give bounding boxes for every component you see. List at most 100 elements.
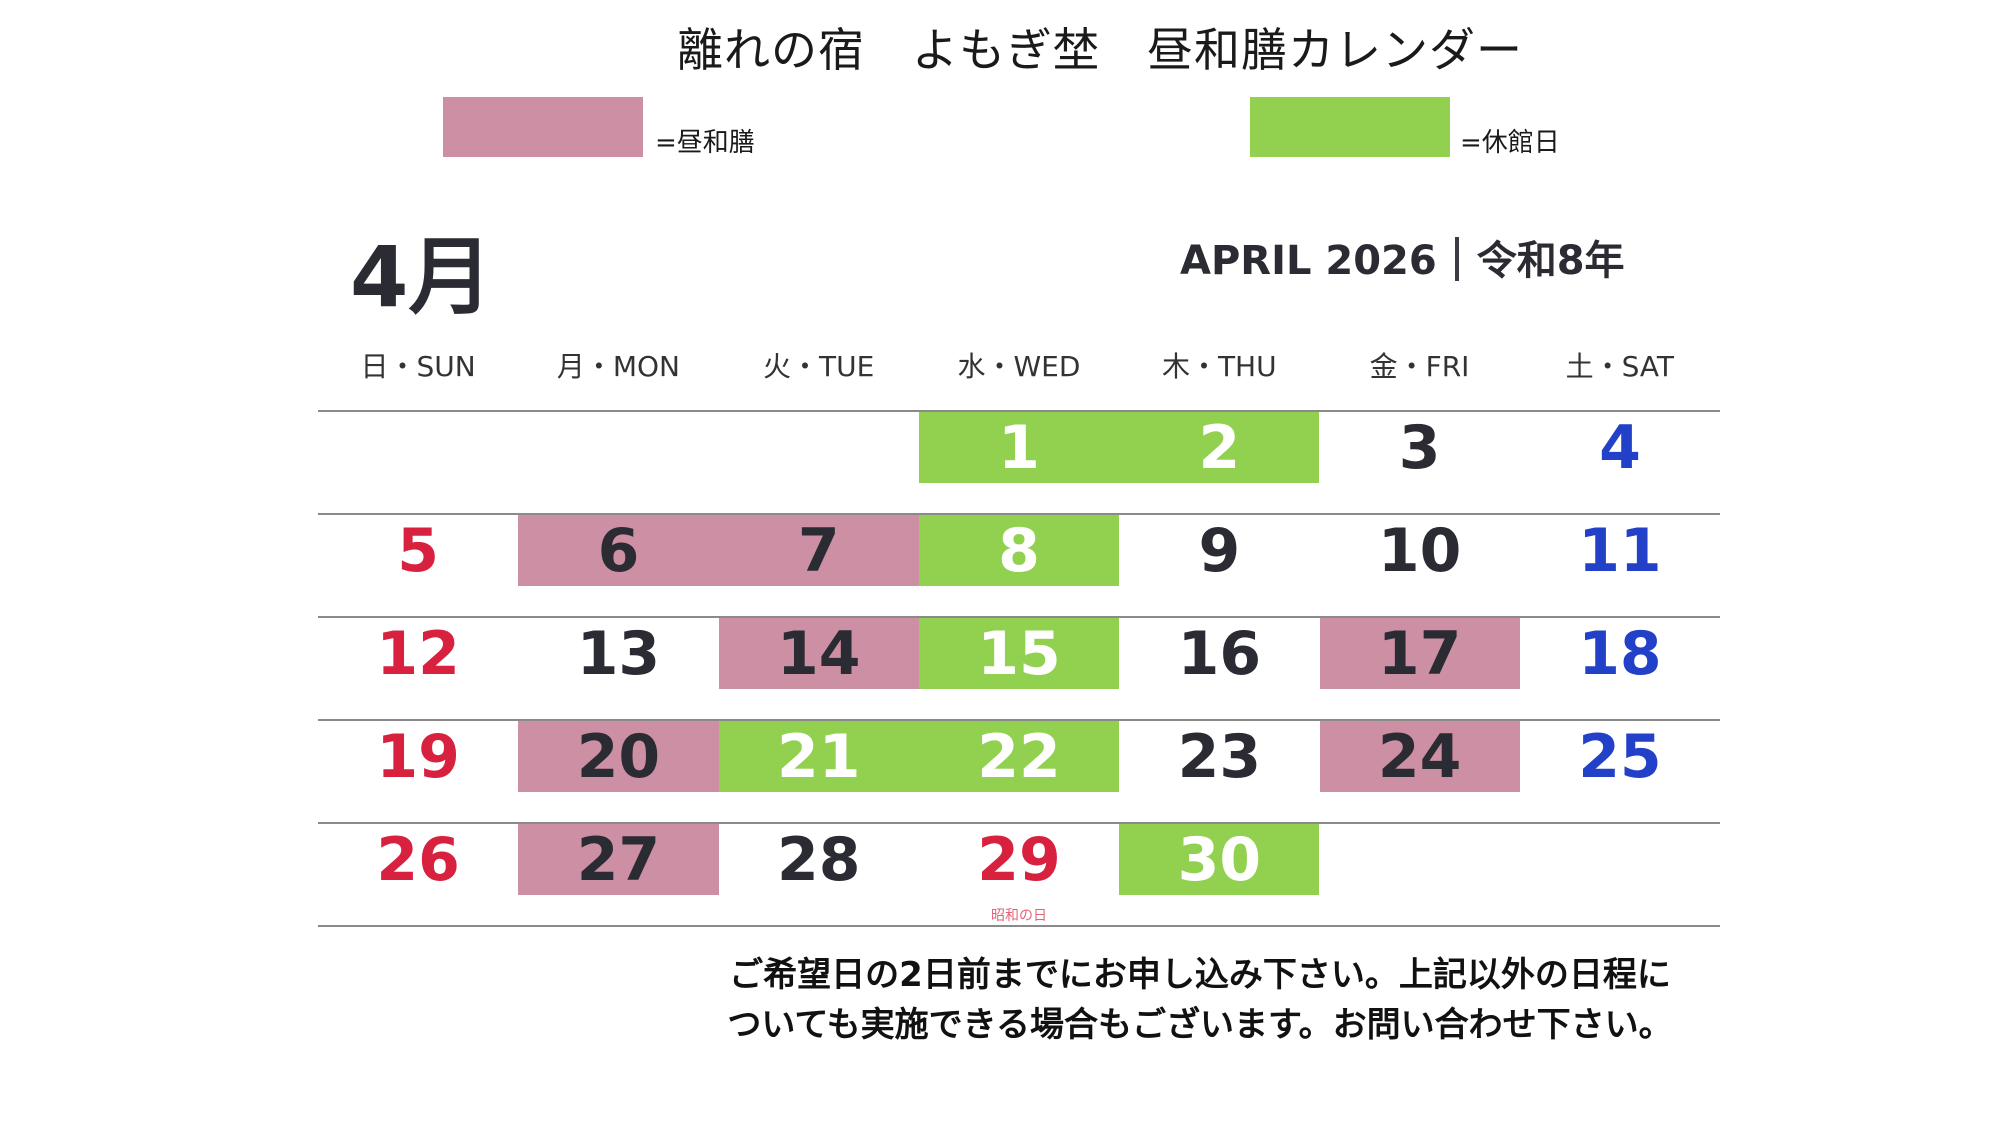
day-number: 28 <box>776 825 861 895</box>
weekday-thu: 木・THU <box>1161 350 1277 383</box>
day-cell-7: 7 <box>718 514 919 617</box>
day-cell-24: 24 <box>1319 720 1520 823</box>
lunch-highlight <box>1319 721 1520 792</box>
day-cell-16: 16 <box>1119 617 1319 720</box>
day-number: 10 <box>1377 516 1462 586</box>
day-number: 23 <box>1177 722 1262 792</box>
lunch-highlight <box>718 515 919 586</box>
month-subheading: APRIL 2026 令和8年 <box>1180 228 1625 286</box>
day-number: 2 <box>1198 413 1241 483</box>
lunch-highlight <box>1319 618 1520 689</box>
day-number: 16 <box>1177 619 1262 689</box>
day-number: 6 <box>597 516 640 586</box>
day-number: 8 <box>998 516 1040 586</box>
weekday-fri: 金・FRI <box>1369 350 1470 383</box>
day-cell-17: 17 <box>1319 617 1520 720</box>
day-number: 4 <box>1599 413 1641 483</box>
day-number: 21 <box>776 722 861 792</box>
legend-closed-label: =休館日 <box>1460 128 1560 158</box>
day-number: 22 <box>977 722 1061 792</box>
row-divider <box>318 513 1720 515</box>
day-cell-18: 18 <box>1520 617 1720 720</box>
day-cell-5: 5 <box>318 514 518 617</box>
day-number: 25 <box>1578 722 1662 792</box>
day-number: 3 <box>1398 413 1441 483</box>
weekday-header-row: 日・SUN 月・MON 火・TUE 水・WED 木・THU 金・FRI 土・SA… <box>318 345 1720 385</box>
day-cell-27: 27 <box>518 823 719 926</box>
lunch-highlight <box>518 721 719 792</box>
day-number: 14 <box>776 619 861 689</box>
day-cell-11: 11 <box>1520 514 1720 617</box>
day-cell-9: 9 <box>1119 514 1319 617</box>
row-divider <box>318 822 1720 824</box>
row-divider <box>318 925 1720 927</box>
day-number: 13 <box>576 619 661 689</box>
day-cell-14: 14 <box>718 617 919 720</box>
day-number: 24 <box>1377 722 1462 792</box>
weekday-mon: 月・MON <box>556 350 680 383</box>
day-number: 19 <box>376 722 460 792</box>
day-number: 9 <box>1198 516 1241 586</box>
day-number: 30 <box>1177 825 1262 895</box>
month-english: APRIL 2026 <box>1180 238 1437 284</box>
calendar-title: 離れの宿 よもぎ埜 昼和膳カレンダー <box>677 23 1523 77</box>
closed-highlight <box>718 721 919 792</box>
row-divider <box>318 719 1720 721</box>
day-cell-25: 25 <box>1520 720 1720 823</box>
day-number: 5 <box>397 516 440 586</box>
day-cell-8: 8 <box>918 514 1120 617</box>
day-cell-4: 4 <box>1520 411 1720 514</box>
day-cell-21: 21 <box>718 720 919 823</box>
day-number: 12 <box>376 619 460 689</box>
closed-highlight <box>918 618 1120 689</box>
day-number: 18 <box>1578 619 1662 689</box>
footer-note: ご希望日の2日前までにお申し込み下さい。上記以外の日程に ついても実施できる場合… <box>700 950 1700 1050</box>
lunch-highlight <box>518 515 719 586</box>
day-number: 1 <box>998 413 1040 483</box>
month-heading: 4月 <box>350 228 493 326</box>
weekday-sat: 土・SAT <box>1565 350 1675 383</box>
day-cell-22: 22 <box>918 720 1120 823</box>
legend-closed-swatch <box>1250 97 1450 157</box>
legend-lunch-swatch <box>443 97 643 157</box>
day-cell-1: 1 <box>918 411 1120 514</box>
day-number: 15 <box>977 619 1061 689</box>
weekday-wed: 水・WED <box>957 350 1081 383</box>
day-number: 20 <box>576 722 661 792</box>
day-cell-28: 28 <box>719 823 919 926</box>
day-cell-13: 13 <box>518 617 718 720</box>
day-cell-29: 29 昭和の日 <box>919 823 1119 926</box>
closed-highlight <box>918 515 1120 586</box>
holiday-note: 昭和の日 <box>991 908 1048 924</box>
day-cell-2: 2 <box>1119 411 1320 514</box>
day-number: 7 <box>797 516 840 586</box>
row-divider <box>318 616 1720 618</box>
legend-lunch-label: =昼和膳 <box>655 128 755 158</box>
day-number: 11 <box>1578 516 1662 586</box>
footer-line-1: ご希望日の2日前までにお申し込み下さい。上記以外の日程に <box>729 955 1671 995</box>
day-cell-26: 26 <box>318 823 518 926</box>
month-era: 令和8年 <box>1476 238 1625 284</box>
weekday-tue: 火・TUE <box>763 350 875 383</box>
closed-highlight <box>918 721 1120 792</box>
day-cell-6: 6 <box>518 514 719 617</box>
day-number: 17 <box>1377 619 1462 689</box>
row-divider <box>318 410 1720 412</box>
weekday-sun: 日・SUN <box>360 350 476 383</box>
day-number: 26 <box>376 825 460 895</box>
divider <box>1454 237 1459 281</box>
lunch-highlight <box>518 824 719 895</box>
lunch-highlight <box>718 618 919 689</box>
day-cell-10: 10 <box>1320 514 1520 617</box>
day-number: 29 <box>977 825 1061 895</box>
day-cell-12: 12 <box>318 617 518 720</box>
day-cell-3: 3 <box>1320 411 1520 514</box>
footer-line-2: ついても実施できる場合もございます。お問い合わせ下さい。 <box>727 1005 1673 1045</box>
day-cell-15: 15 <box>918 617 1120 720</box>
day-cell-30: 30 <box>1119 823 1320 926</box>
day-cell-20: 20 <box>518 720 719 823</box>
closed-highlight <box>1119 412 1320 483</box>
closed-highlight <box>918 412 1120 483</box>
day-number: 27 <box>576 825 661 895</box>
closed-highlight <box>1119 824 1320 895</box>
